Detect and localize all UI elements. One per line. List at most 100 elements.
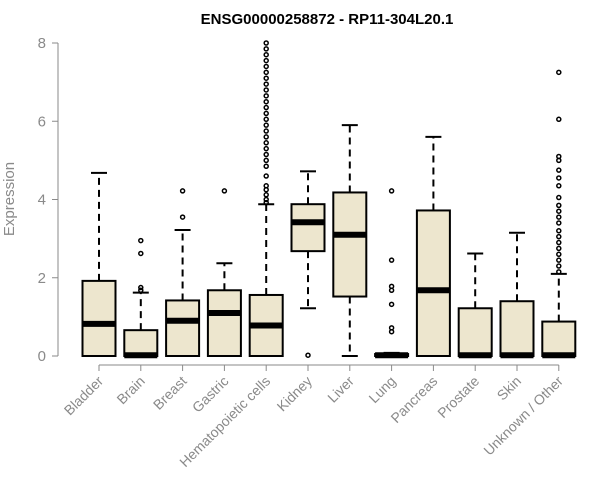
outlier-point <box>388 188 395 194</box>
x-tick-label: Liver <box>324 373 357 406</box>
outlier-point <box>263 196 269 203</box>
box-lung <box>374 188 410 359</box>
outlier-point <box>263 110 269 117</box>
outlier-point <box>556 202 562 209</box>
outlier-point <box>263 57 269 64</box>
outlier-point <box>263 173 269 179</box>
y-tick-label: 0 <box>38 348 46 365</box>
outlier-point <box>138 284 144 291</box>
outlier-point <box>556 208 562 214</box>
x-tick-label: Skin <box>494 373 525 404</box>
x-tick-label: Unknown / Other <box>480 373 566 459</box>
outlier-point <box>263 46 269 52</box>
box-kidney <box>290 170 326 358</box>
box-prostate <box>457 252 493 359</box>
outlier-point <box>556 239 562 246</box>
outlier-point <box>263 116 269 123</box>
chart-title: ENSG00000258872 - RP11-304L20.1 <box>201 11 454 28</box>
outlier-point <box>263 145 269 152</box>
outlier-point <box>263 93 269 99</box>
outlier-point <box>556 233 562 240</box>
y-tick-label: 8 <box>38 35 46 52</box>
outlier-point <box>556 269 562 275</box>
outlier-point <box>263 104 269 111</box>
outlier-point <box>388 257 395 263</box>
outlier-point <box>556 228 562 234</box>
outlier-point <box>556 183 562 189</box>
outlier-point <box>263 163 269 169</box>
x-tick-label: Brain <box>113 373 147 407</box>
iqr-box <box>290 203 326 253</box>
iqr-box <box>123 329 159 357</box>
outlier-point <box>263 192 269 198</box>
box-gastric <box>206 188 242 357</box>
iqr-box <box>457 307 493 357</box>
outlier-point <box>263 199 269 206</box>
y-tick-label: 4 <box>38 192 46 209</box>
outlier-point <box>263 87 269 93</box>
outlier-point <box>263 63 269 70</box>
box-pancreas <box>415 135 451 357</box>
outlier-point <box>556 175 562 181</box>
iqr-box <box>415 209 451 357</box>
y-tick-label: 2 <box>38 270 46 287</box>
outlier-point <box>263 69 269 76</box>
outlier-point <box>556 245 562 252</box>
y-axis: 0 2 4 6 8 <box>38 35 59 365</box>
outlier-point <box>556 69 562 76</box>
y-tick-label: 6 <box>38 113 46 130</box>
outlier-point <box>221 188 228 194</box>
x-tick-label: Breast <box>150 373 190 413</box>
iqr-box <box>332 191 368 298</box>
outlier-point <box>263 134 269 140</box>
x-tick-label: Bladder <box>61 373 107 419</box>
outlier-point <box>556 116 562 123</box>
outlier-point <box>263 122 269 128</box>
outlier-point <box>388 301 395 308</box>
outlier-point <box>263 183 269 189</box>
outlier-point <box>263 40 269 46</box>
outlier-point <box>556 251 562 258</box>
boxes-group <box>81 40 577 359</box>
outlier-point <box>305 352 311 358</box>
outlier-point <box>388 325 395 331</box>
outlier-point <box>263 140 269 146</box>
x-tick-label: Lung <box>365 373 398 406</box>
outlier-point <box>263 128 269 134</box>
box-brain <box>123 237 159 359</box>
outlier-point <box>179 188 186 194</box>
iqr-box <box>206 289 242 357</box>
outlier-point <box>556 194 562 201</box>
outlier-point <box>556 153 562 160</box>
outlier-point <box>138 237 144 244</box>
box-hematopoietic-cells <box>248 40 284 357</box>
box-skin <box>499 231 535 359</box>
outlier-point <box>556 220 562 226</box>
outlier-point <box>556 263 562 269</box>
x-tick-label: Prostate <box>434 373 482 421</box>
iqr-box <box>165 299 201 358</box>
iqr-box <box>499 300 535 358</box>
outlier-point <box>138 287 144 294</box>
x-tick-label: Kidney <box>274 373 316 415</box>
outlier-point <box>263 51 269 58</box>
outlier-point <box>263 151 269 158</box>
outlier-point <box>263 81 269 87</box>
outlier-point <box>263 157 269 164</box>
box-liver <box>332 124 368 357</box>
outlier-point <box>388 283 395 290</box>
box-unknown-other <box>541 69 577 359</box>
y-axis-label: Expression <box>1 162 18 236</box>
outlier-point <box>556 214 562 220</box>
outlier-point <box>138 250 144 257</box>
box-bladder <box>81 171 117 358</box>
box-breast <box>165 188 201 358</box>
iqr-box <box>541 320 577 358</box>
outlier-point <box>556 167 562 173</box>
outlier-point <box>263 75 269 81</box>
iqr-box <box>81 279 117 358</box>
outlier-point <box>179 214 186 220</box>
outlier-point <box>263 98 269 105</box>
